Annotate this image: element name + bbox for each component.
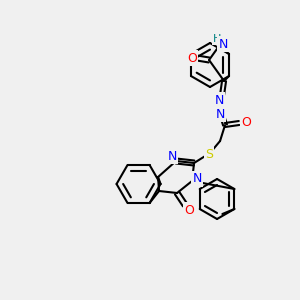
- Text: N: N: [214, 94, 224, 106]
- Text: S: S: [205, 148, 213, 160]
- Text: N: N: [167, 149, 177, 163]
- Text: O: O: [184, 203, 194, 217]
- Text: H: H: [213, 34, 221, 44]
- Text: O: O: [187, 52, 197, 64]
- Text: N: N: [215, 107, 225, 121]
- Text: O: O: [241, 116, 251, 130]
- Text: N: N: [192, 172, 202, 185]
- Text: N: N: [218, 38, 228, 50]
